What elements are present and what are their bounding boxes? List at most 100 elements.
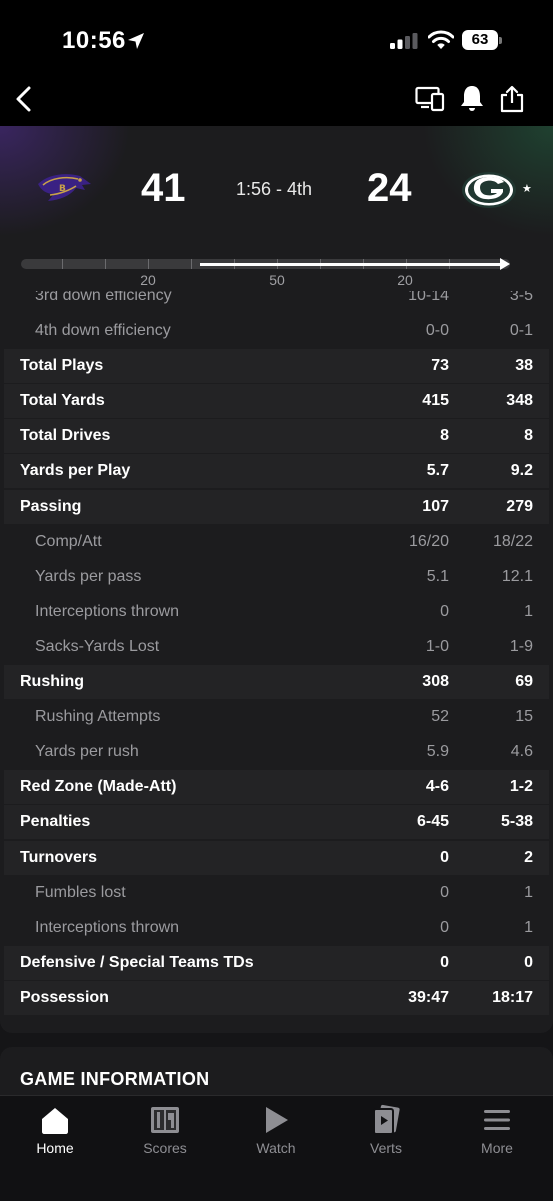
tab-verts[interactable]: Verts [331,1096,441,1171]
tab-home[interactable]: Home [0,1096,110,1171]
table-row: Interceptions thrown 0 1 [4,594,549,629]
tab-scores[interactable]: Scores [110,1096,220,1171]
stat-away-value: 10-14 [408,291,449,304]
stat-label: Rushing Attempts [35,708,161,726]
notification-bell-button[interactable] [459,84,485,112]
stat-home-value: 1-9 [509,637,533,655]
table-row: Passing 107 279 [4,489,549,524]
stat-away-value: 0 [440,953,449,971]
tab-label: Home [36,1140,74,1156]
stat-home-value: 348 [506,392,533,410]
stat-label: Passing [20,497,82,515]
stat-home-value: 18:17 [492,988,533,1006]
stat-label: Comp/Att [35,532,102,550]
battery-cap [499,37,502,44]
stat-home-value: 279 [506,497,533,515]
table-row: Red Zone (Made-Att) 4-6 1-2 [4,770,549,805]
stat-label: Interceptions thrown [35,918,180,936]
stat-home-value: 2 [524,848,533,866]
stat-label: Total Drives [20,427,111,445]
stat-home-value: 1 [524,883,533,901]
stat-label: Red Zone (Made-Att) [20,778,177,796]
stat-away-value: 1-0 [425,637,449,655]
table-row: Interceptions thrown 0 1 [4,910,549,945]
stat-home-value: 38 [515,357,533,375]
drive-progress-line [200,263,500,266]
stat-label: Penalties [20,813,91,831]
stat-away-value: 0 [440,883,449,901]
stat-away-value: 6-45 [416,813,449,831]
favorite-star-icon: ★ [522,183,532,195]
stat-label: Possession [20,988,109,1006]
stat-away-value: 16/20 [408,532,449,550]
stat-away-value: 0 [440,848,449,866]
stat-home-value: 4.6 [510,743,533,761]
game-clock: 1:56 - 4th [236,179,313,199]
home-score: 24 [367,166,412,210]
stat-away-value: 0 [440,918,449,936]
away-score: 41 [141,166,186,210]
stat-label: Total Yards [20,392,105,410]
table-row: 4th down efficiency 0-0 0-1 [4,314,549,348]
tab-bar: Home Scores Watch Verts More [0,1095,553,1201]
table-row: Total Yards 415 348 [4,384,549,419]
stat-home-value: 1-2 [509,778,533,796]
table-row: Rushing 308 69 [4,665,549,699]
table-row: Yards per rush 5.9 4.6 [4,735,549,770]
back-button[interactable] [12,84,36,114]
stat-home-value: 3-5 [509,291,533,304]
stat-label: Fumbles lost [35,883,126,901]
yard-label-50: 50 [269,272,285,288]
table-row-partial: 3rd down efficiency 10-14 3-5 [4,291,549,313]
table-row: Fumbles lost 0 1 [4,875,549,910]
tab-watch[interactable]: Watch [221,1096,331,1171]
drive-direction-arrow-icon [500,258,510,270]
stat-label: 3rd down efficiency [35,291,172,304]
scoreboard: B 41 1:56 - 4th 24 ★ 20 50 20 [0,126,553,291]
stat-away-value: 39:47 [408,988,449,1006]
cast-button[interactable] [415,86,445,112]
signal-icon [390,33,418,49]
stat-label: Yards per Play [20,462,131,480]
stat-home-value: 8 [524,427,533,445]
tab-label: Scores [143,1140,187,1156]
stat-away-value: 0-0 [425,322,449,339]
team-stats-table: 3rd down efficiency 10-14 3-5 4th down e… [0,291,553,1033]
tab-label: More [481,1140,513,1156]
table-row: Yards per pass 5.1 12.1 [4,559,549,594]
stat-label: Total Plays [20,357,104,375]
stat-away-value: 308 [422,673,449,690]
field-tick [191,259,192,269]
yard-label-opp-20: 20 [397,272,413,288]
tab-more[interactable]: More [442,1096,552,1171]
stat-home-value: 1 [524,918,533,936]
stat-label: 4th down efficiency [35,322,171,339]
share-button[interactable] [499,84,525,114]
ravens-logo[interactable]: B [36,170,94,204]
scores-icon [151,1107,179,1133]
stat-home-value: 12.1 [501,567,533,585]
battery-level: 63 [471,31,489,48]
verts-icon [373,1104,400,1135]
field-tick [148,259,149,269]
table-row: Rushing Attempts 52 15 [4,700,549,735]
stat-home-value: 1 [524,602,533,620]
packers-logo[interactable] [461,171,517,209]
field-tick [62,259,63,269]
menu-icon [484,1110,510,1130]
stat-label: Defensive / Special Teams TDs [20,953,254,971]
field-tick [105,259,106,269]
stat-away-value: 5.7 [426,462,449,480]
stat-label: Turnovers [20,848,98,866]
stat-label: Sacks-Yards Lost [35,637,160,655]
stat-away-value: 5.9 [426,743,449,761]
battery-icon: 63 [462,30,498,50]
home-icon [42,1108,68,1134]
stat-away-value: 0 [440,602,449,620]
play-icon [266,1107,288,1133]
game-information-title: GAME INFORMATION [20,1069,210,1089]
status-bar: 10:56 63 [0,0,553,76]
stat-home-value: 18/22 [492,532,533,550]
stat-label: Yards per pass [35,567,142,585]
table-row: Total Plays 73 38 [4,349,549,384]
